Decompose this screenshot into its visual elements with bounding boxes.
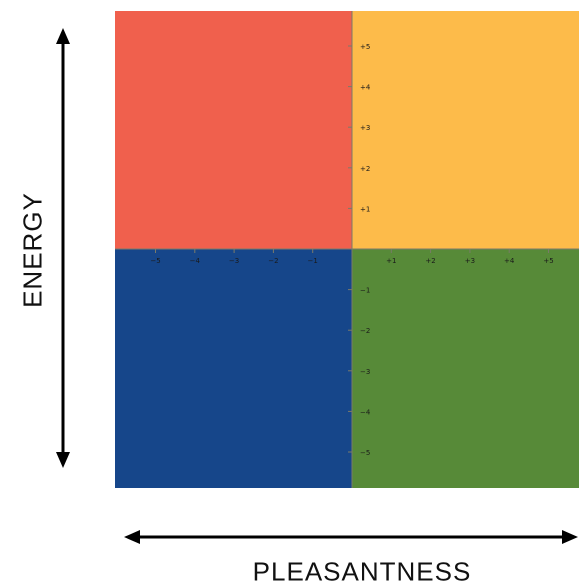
x-tick-label: +3 bbox=[465, 257, 475, 265]
energy-arrow-icon bbox=[56, 28, 70, 468]
y-tick-label: −4 bbox=[360, 408, 371, 416]
x-tick-label: −5 bbox=[150, 257, 160, 265]
quadrant-high-energy-pleasant bbox=[352, 11, 579, 249]
y-tick-label: −2 bbox=[360, 327, 370, 335]
y-tick-label: −1 bbox=[360, 287, 370, 295]
x-tick-label: +5 bbox=[543, 257, 553, 265]
y-tick-label: +2 bbox=[360, 165, 370, 173]
pleasantness-arrow-icon bbox=[124, 530, 578, 544]
y-tick-label: +5 bbox=[360, 43, 370, 51]
y-tick-label: +3 bbox=[360, 124, 370, 132]
x-tick-label: +2 bbox=[425, 257, 435, 265]
x-tick-label: −3 bbox=[229, 257, 239, 265]
x-axis-ticks: −5 −4 −3 −2 −1 +1 +2 +3 +4 +5 bbox=[150, 249, 554, 265]
x-tick-label: +4 bbox=[504, 257, 515, 265]
x-tick-label: −1 bbox=[308, 257, 318, 265]
quadrant-low-energy-unpleasant bbox=[115, 249, 352, 488]
y-tick-label: +1 bbox=[360, 205, 370, 213]
quadrant-low-energy-pleasant bbox=[352, 249, 579, 488]
y-axis-ticks: +5 +4 +3 +2 +1 −1 −2 −3 −4 −5 bbox=[348, 43, 371, 457]
quadrant-high-energy-unpleasant bbox=[115, 11, 352, 249]
y-tick-label: −5 bbox=[360, 449, 370, 457]
x-tick-label: +1 bbox=[386, 257, 396, 265]
y-tick-label: +4 bbox=[360, 84, 371, 92]
y-tick-label: −3 bbox=[360, 368, 370, 376]
pleasantness-axis-label: PLEASANTNESS bbox=[252, 556, 472, 587]
x-tick-label: −2 bbox=[268, 257, 278, 265]
x-tick-label: −4 bbox=[190, 257, 201, 265]
energy-axis-label: ENERGY bbox=[17, 192, 48, 308]
